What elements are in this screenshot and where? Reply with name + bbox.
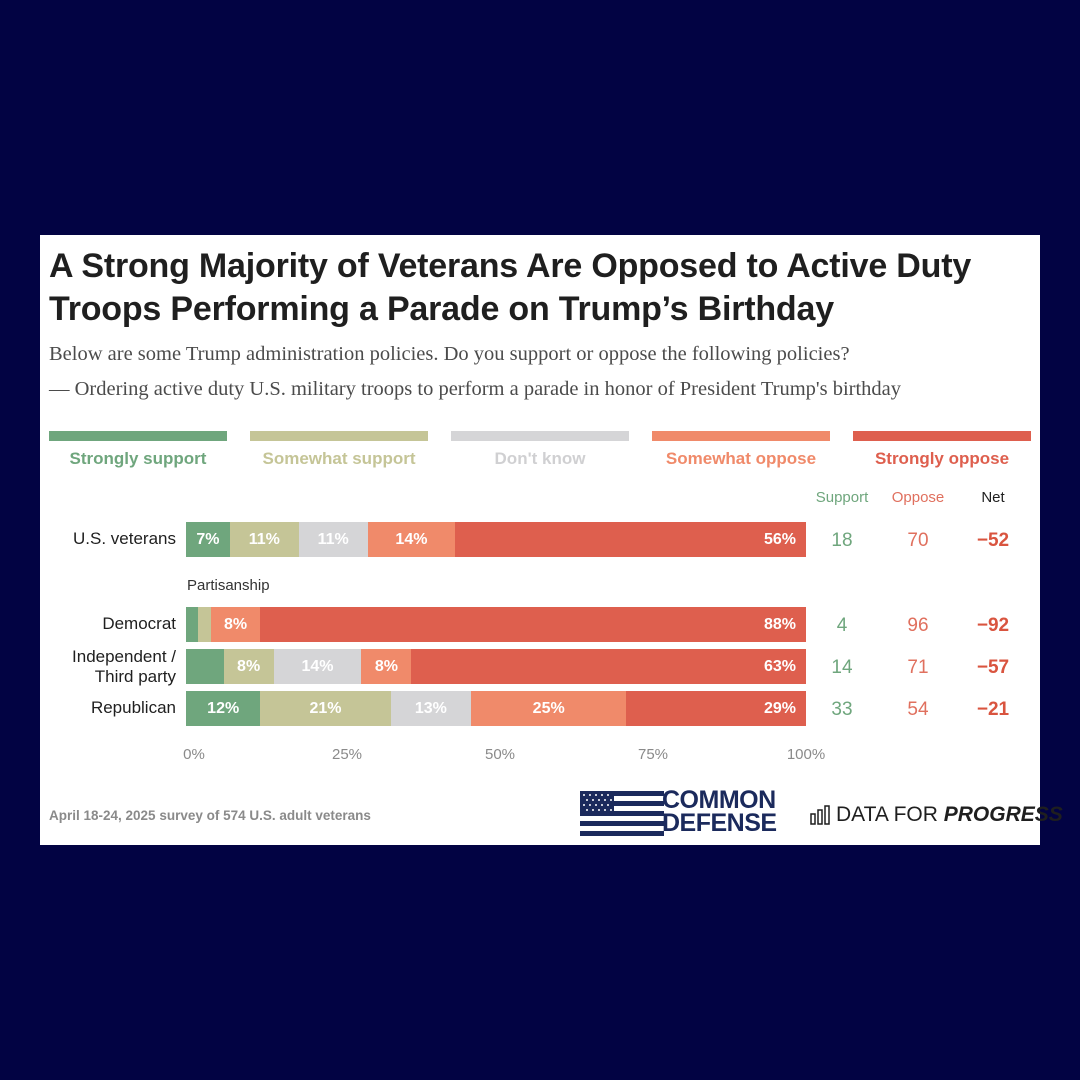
bar-value-label: 63% xyxy=(763,657,796,675)
bar-segment: 7% xyxy=(186,522,230,557)
legend-item: Somewhat support xyxy=(250,431,428,469)
x-tick-label: 25% xyxy=(331,746,363,763)
bar-value-label: 88% xyxy=(763,615,796,633)
column-header-oppose: Oppose xyxy=(891,489,945,506)
bar-value-label: 21% xyxy=(309,699,342,717)
bar-segment: 88% xyxy=(260,607,806,642)
stat-oppose: 70 xyxy=(907,530,929,551)
chart-title: A Strong Majority of Veterans Are Oppose… xyxy=(49,247,972,328)
bar-segment: 13% xyxy=(390,691,472,726)
legend-item: Don't know xyxy=(451,431,629,469)
row-label: Republican xyxy=(90,698,176,717)
bar-value-label: 14% xyxy=(301,657,334,675)
stat-support: 14 xyxy=(831,657,853,678)
chart-question: Below are some Trump administration poli… xyxy=(49,343,850,365)
legend-label: Strongly oppose xyxy=(874,449,1010,468)
bar-segment: 8% xyxy=(361,649,412,684)
bar-value-label: 12% xyxy=(207,699,240,717)
column-header-support: Support xyxy=(815,489,869,506)
x-tick-label: 0% xyxy=(183,746,205,763)
bar-segment: 29% xyxy=(626,691,806,726)
bar-segment: 56% xyxy=(455,522,806,557)
stat-support: 33 xyxy=(831,699,853,720)
stat-oppose: 71 xyxy=(907,657,929,678)
chart-policy: — Ordering active duty U.S. military tro… xyxy=(49,378,902,400)
stat-net: −57 xyxy=(976,657,1010,678)
bar-value-label: 8% xyxy=(224,615,248,633)
data-for-progress-logo: DATA FOR PROGRESS xyxy=(810,801,1063,831)
bar-row: 8% 88% xyxy=(186,607,806,642)
x-tick-label: 50% xyxy=(484,746,516,763)
legend-swatch xyxy=(49,431,227,441)
x-tick-label: 100% xyxy=(786,746,826,763)
legend-label: Strongly support xyxy=(69,449,207,468)
bar-segment: 14% xyxy=(273,649,362,684)
bar-value-label: 29% xyxy=(763,699,796,717)
stat-net: −52 xyxy=(976,530,1010,551)
bar-row: 12% 21% 13% 25% 29% xyxy=(186,691,806,726)
row-label: Democrat xyxy=(102,614,176,633)
stat-oppose: 54 xyxy=(907,699,929,720)
bar-segment: 11% xyxy=(298,522,368,557)
bar-segment: 8% xyxy=(210,607,261,642)
legend-swatch xyxy=(853,431,1031,441)
bar-value-label: 11% xyxy=(317,530,349,548)
legend-label: Somewhat support xyxy=(262,449,416,468)
bar-chart-icon xyxy=(810,805,830,825)
common-defense-wordmark: COMMON DEFENSE xyxy=(662,786,777,837)
row-label: U.S. veterans xyxy=(73,529,176,548)
bar-segment: 12% xyxy=(186,691,261,726)
stat-support: 4 xyxy=(836,615,848,636)
bar-segment xyxy=(198,607,211,642)
row-label-line: Third party xyxy=(94,667,176,686)
row-label-line: Independent / xyxy=(72,647,176,666)
legend-swatch xyxy=(451,431,629,441)
chart-card: A Strong Majority of Veterans Are Oppose… xyxy=(40,235,1063,845)
bar-value-label: 13% xyxy=(414,699,447,717)
stat-net: −92 xyxy=(976,615,1010,636)
bar-value-label: 56% xyxy=(763,530,796,548)
bar-value-label: 7% xyxy=(196,530,220,548)
legend-item: Strongly oppose xyxy=(853,431,1031,469)
data-for-progress-part1: DATA FOR xyxy=(836,803,938,826)
bar-value-label: 11% xyxy=(248,530,280,548)
column-header-net: Net xyxy=(981,489,1005,506)
legend-item: Somewhat oppose xyxy=(652,431,830,469)
row-label: Independent / Third party xyxy=(72,647,176,687)
bar-row: 7% 11% 11% 14% 56% xyxy=(186,522,806,557)
stat-net: −21 xyxy=(976,699,1010,720)
bar-segment xyxy=(186,607,199,642)
footnote: April 18-24, 2025 survey of 574 U.S. adu… xyxy=(49,808,371,823)
section-label-partisanship: Partisanship xyxy=(187,577,270,594)
legend-label: Don't know xyxy=(494,449,586,468)
flag-icon xyxy=(580,791,664,837)
bar-segment: 21% xyxy=(260,691,391,726)
bar-value-label: 14% xyxy=(395,530,428,548)
stat-support: 18 xyxy=(831,530,853,551)
bar-segment xyxy=(186,649,224,684)
bar-segment: 63% xyxy=(411,649,806,684)
bar-value-label: 25% xyxy=(532,699,565,717)
bar-value-label: 8% xyxy=(237,657,261,675)
common-defense-line1: COMMON xyxy=(662,786,776,814)
common-defense-logo: COMMON DEFENSE xyxy=(580,786,800,839)
bar-segment: 14% xyxy=(367,522,456,557)
data-for-progress-part2: PROGRESS xyxy=(943,803,1063,826)
legend-label: Somewhat oppose xyxy=(665,449,817,468)
bar-value-label: 8% xyxy=(374,657,398,675)
data-for-progress-wordmark: DATA FOR PROGRESS xyxy=(836,803,1063,827)
bar-row: 8% 14% 8% 63% xyxy=(186,649,806,684)
x-tick-label: 75% xyxy=(637,746,669,763)
bar-segment: 11% xyxy=(229,522,299,557)
legend-swatch xyxy=(250,431,428,441)
bar-segment: 25% xyxy=(471,691,627,726)
common-defense-line2: DEFENSE xyxy=(662,809,777,837)
bar-segment: 8% xyxy=(223,649,274,684)
stat-oppose: 96 xyxy=(907,615,929,636)
legend-item: Strongly support xyxy=(49,431,227,469)
legend-swatch xyxy=(652,431,830,441)
